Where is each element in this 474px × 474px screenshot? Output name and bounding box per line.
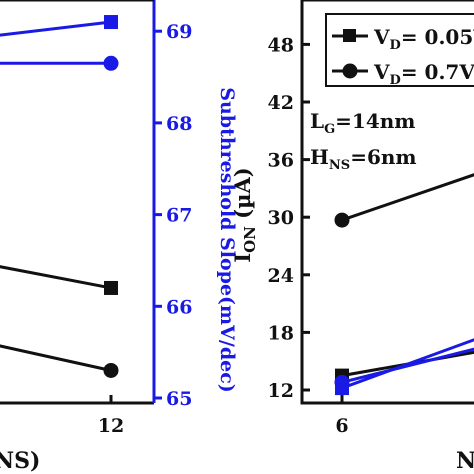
- right-y-tick-label: 12: [268, 380, 294, 402]
- left-y2-tick-label: 65: [166, 388, 192, 410]
- left-series-1-point-1: [103, 362, 119, 378]
- left-x-axis-label: NS): [0, 448, 40, 474]
- right-series-line-0: [341, 173, 474, 222]
- left-y2-tick-label: 69: [166, 21, 192, 43]
- legend-square-marker: [343, 29, 356, 42]
- ion-I: I: [230, 253, 255, 263]
- right-y-tick-label: 30: [268, 207, 294, 229]
- annotation-gate-length: LG=14nm: [310, 109, 415, 137]
- left-y2-tick-label: 68: [166, 113, 192, 135]
- legend-entry-1: VD= 0.05V: [373, 25, 474, 53]
- annotation-nanosheet-height: HNS=6nm: [310, 145, 417, 173]
- left-series-3-point-1: [103, 55, 119, 71]
- left-panel: 12 65 66 67 68 69 NS) Subthreshold Slope(mV/…: [0, 0, 238, 474]
- right-series-line-2: [341, 338, 474, 390]
- left-y2-tick-label: 67: [166, 205, 192, 227]
- ion-unit: (µA): [230, 167, 255, 226]
- left-y2-axis-label: Subthreshold Slope(mV/dec): [216, 87, 238, 393]
- right-panel: 12 18 24 30 36 42 48 6 ION (µA) N VD= 0.05V VD…: [230, 0, 474, 474]
- ion-sub: ON: [241, 226, 259, 253]
- left-series-line-0: [0, 265, 112, 290]
- legend-circle-marker: [342, 63, 358, 79]
- right-series-line-1: [341, 350, 474, 378]
- right-series-line-3: [341, 347, 474, 384]
- right-x-axis-label: N: [456, 448, 474, 474]
- right-y-tick-label: 42: [268, 92, 294, 114]
- right-y-tick-label: 18: [268, 322, 294, 344]
- left-series-line-2: [0, 20, 112, 37]
- left-series-0-point-1: [104, 280, 118, 295]
- left-x-tick-label: 12: [98, 415, 124, 437]
- left-y2-tick-label: 66: [166, 296, 192, 318]
- right-y-tick-label: 36: [268, 150, 294, 172]
- right-y-tick-label: 48: [268, 34, 294, 56]
- right-plot-frame: [300, 0, 474, 405]
- right-series-0-point-0: [334, 212, 350, 228]
- right-y-tick-label: 24: [268, 265, 294, 287]
- legend: VD= 0.05V VD= 0.7V: [325, 13, 474, 88]
- right-series-3-point-0: [334, 374, 350, 390]
- legend-entry-2: VD= 0.7V: [373, 60, 474, 88]
- right-x-tick-label: 6: [335, 415, 348, 437]
- right-y-axis-label: ION (µA): [230, 167, 259, 262]
- left-series-2-point-1: [104, 15, 118, 30]
- left-series-line-1: [0, 344, 112, 372]
